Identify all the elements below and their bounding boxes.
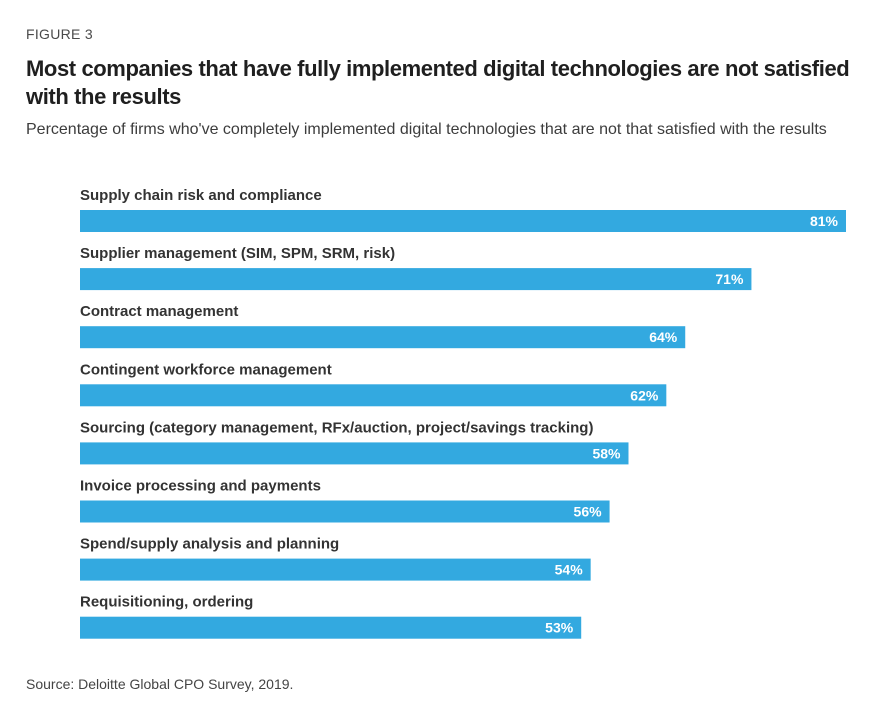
bar-value-label: 58%	[592, 445, 621, 461]
bar-value-label: 56%	[574, 504, 603, 520]
category-label: Supplier management (SIM, SPM, SRM, risk…	[80, 245, 395, 262]
category-label: Invoice processing and payments	[80, 478, 321, 495]
category-label: Contract management	[80, 303, 238, 320]
bar	[80, 384, 667, 407]
category-label: Contingent workforce management	[80, 361, 332, 378]
bar	[80, 326, 686, 349]
bar-value-label: 71%	[715, 271, 744, 287]
bar-value-label: 64%	[649, 329, 678, 345]
bar	[80, 558, 591, 581]
bar-value-label: 62%	[630, 387, 659, 403]
bar-value-label: 54%	[555, 562, 584, 578]
chart-title: Most companies that have fully implement…	[26, 56, 850, 109]
bar	[80, 268, 752, 291]
bar-value-label: 81%	[810, 213, 839, 229]
figure-label: FIGURE 3	[26, 26, 93, 42]
bar	[80, 616, 582, 639]
category-label: Spend/supply analysis and planning	[80, 536, 339, 553]
category-label: Sourcing (category management, RFx/aucti…	[80, 419, 593, 436]
category-label: Supply chain risk and compliance	[80, 187, 322, 204]
category-label: Requisitioning, ordering	[80, 594, 253, 611]
bar	[80, 442, 629, 465]
bar	[80, 500, 610, 523]
source-note: Source: Deloitte Global CPO Survey, 2019…	[26, 676, 294, 692]
chart-subtitle: Percentage of firms who've completely im…	[26, 121, 827, 138]
bar	[80, 210, 846, 232]
bar-value-label: 53%	[545, 620, 574, 636]
